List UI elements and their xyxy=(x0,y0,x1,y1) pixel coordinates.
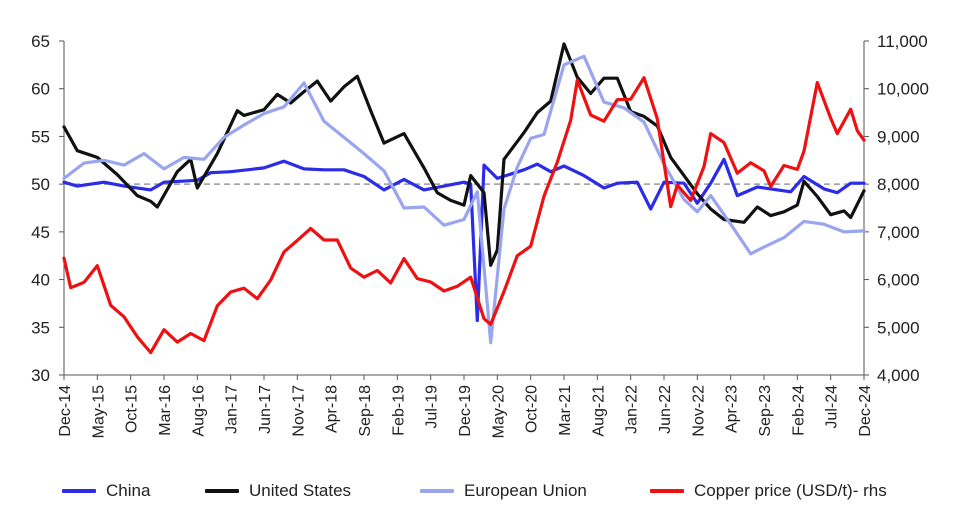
legend-swatch-european-union xyxy=(420,489,454,493)
x-tick-label: Aug-16 xyxy=(190,385,207,437)
x-tick-label: May-20 xyxy=(490,385,507,438)
series-lines xyxy=(62,42,866,355)
series-line-china xyxy=(62,157,866,323)
x-tick-label: Mar-16 xyxy=(157,385,174,436)
x-tick-label: Oct-15 xyxy=(124,385,141,433)
legend-label-copper-price: Copper price (USD/t)- rhs xyxy=(694,481,887,500)
series-line-copper-price-usd-t-rhs xyxy=(62,76,866,355)
right-tick-label: 11,000 xyxy=(877,32,928,51)
legend-item-united-states: United States xyxy=(205,476,351,506)
series-line-european-union xyxy=(62,54,866,345)
legend-swatch-united-states xyxy=(205,489,239,493)
right-tick-label: 10,000 xyxy=(877,80,929,99)
x-tick-label: Dec-24 xyxy=(857,385,874,437)
right-axis-ticks: 4,000 5,000 6,000 7,000 8,000 9,000 10,000 11,0… xyxy=(864,32,929,385)
right-tick-label: 8,000 xyxy=(877,175,920,194)
x-axis-ticks: Dec-14 May-15 Oct-15 Mar-16 Aug-16 Jan-17 Jun-… xyxy=(57,375,874,438)
legend-label-china: China xyxy=(106,481,151,500)
legend-swatch-copper-price xyxy=(650,489,684,493)
right-tick-label: 7,000 xyxy=(877,223,920,242)
x-tick-label: Nov-17 xyxy=(290,385,307,437)
series-line-united-states xyxy=(62,42,866,267)
left-tick-label: 50 xyxy=(31,175,50,194)
x-tick-label: Oct-20 xyxy=(524,385,541,433)
x-tick-label: Feb-19 xyxy=(390,385,407,436)
x-tick-label: Mar-21 xyxy=(557,385,574,436)
legend: China United States European Union Coppe… xyxy=(0,476,975,506)
legend-item-china: China xyxy=(62,476,150,506)
x-tick-label: Jan-22 xyxy=(624,385,641,434)
x-tick-label: Jul-19 xyxy=(424,385,441,429)
left-tick-label: 40 xyxy=(31,271,50,290)
legend-item-copper-price: Copper price (USD/t)- rhs xyxy=(650,476,887,506)
x-tick-label: Apr-23 xyxy=(724,385,741,433)
left-axis-ticks: 30 35 40 45 50 55 60 65 xyxy=(31,32,64,385)
x-tick-label: Jul-24 xyxy=(824,385,841,429)
left-tick-label: 45 xyxy=(31,223,50,242)
x-tick-label: Aug-21 xyxy=(590,385,607,437)
left-tick-label: 30 xyxy=(31,366,50,385)
x-tick-label: Feb-24 xyxy=(790,385,807,436)
line-chart: 30 35 40 45 50 55 60 65 4,000 5,000 6,000 7,000 8,0… xyxy=(31,32,929,438)
legend-label-european-union: European Union xyxy=(464,481,587,500)
x-tick-label: May-15 xyxy=(90,385,107,438)
left-tick-label: 55 xyxy=(31,127,50,146)
right-tick-label: 9,000 xyxy=(877,127,920,146)
x-tick-label: Dec-14 xyxy=(57,385,74,437)
legend-label-united-states: United States xyxy=(249,481,352,500)
right-tick-label: 4,000 xyxy=(877,366,920,385)
x-tick-label: Jun-17 xyxy=(257,385,274,434)
left-tick-label: 35 xyxy=(31,318,50,337)
x-tick-label: Sep-18 xyxy=(357,385,374,437)
x-tick-label: Sep-23 xyxy=(757,385,774,437)
x-tick-label: Apr-18 xyxy=(324,385,341,433)
x-tick-label: Jan-17 xyxy=(224,385,241,434)
left-tick-label: 60 xyxy=(31,80,50,99)
right-tick-label: 6,000 xyxy=(877,271,920,290)
left-tick-label: 65 xyxy=(31,32,50,51)
legend-item-european-union: European Union xyxy=(420,476,587,506)
right-tick-label: 5,000 xyxy=(877,318,920,337)
legend-swatch-china xyxy=(62,489,96,493)
x-tick-label: Dec-19 xyxy=(457,385,474,437)
x-tick-label: Jun-22 xyxy=(657,385,674,434)
x-tick-label: Nov-22 xyxy=(690,385,707,437)
